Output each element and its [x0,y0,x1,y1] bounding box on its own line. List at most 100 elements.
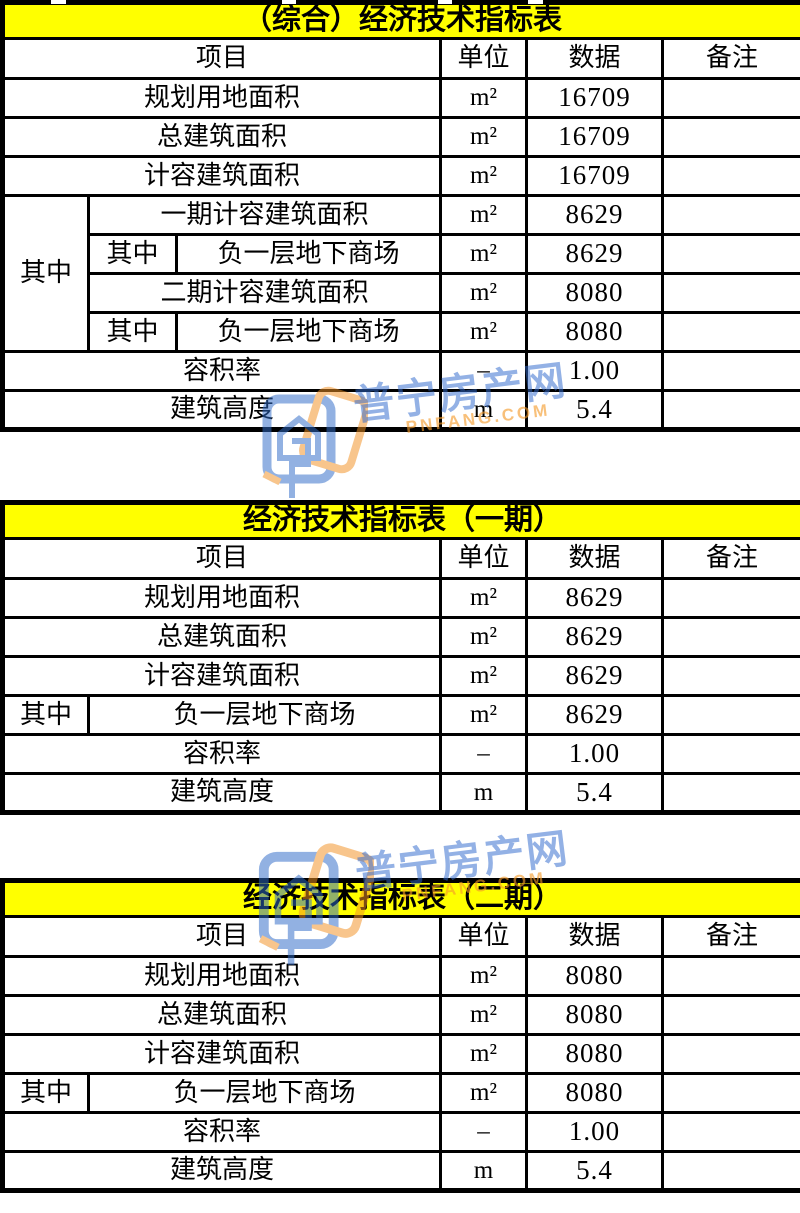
col-header-remark: 备注 [660,536,800,580]
item-cell: 计容建筑面积 [1,154,442,197]
data-cell: 8080 [525,954,664,997]
group-cell: 其中 [1,193,90,353]
table-title: 经济技术指标表（一期） [0,501,800,540]
item-cell: 负一层地下商场 [87,1071,442,1114]
subgroup-cell: 其中 [87,233,178,275]
item-cell: 总建筑面积 [1,615,442,658]
remark-cell [660,1071,800,1114]
remark-cell [660,388,800,431]
col-header-data: 数据 [525,914,664,958]
unit-cell: m² [439,615,528,658]
group-cell: 其中 [1,1071,90,1114]
table-row: 其中 负一层地下商场 m² 8629 [3,233,800,275]
item-cell: 总建筑面积 [1,993,442,1036]
item-cell: 规划用地面积 [1,954,442,997]
data-cell: 8629 [525,693,664,736]
table-row: 总建筑面积 m² 16709 [1,115,800,158]
item-cell: 建筑高度 [1,1149,442,1192]
data-cell: 1.00 [525,1110,664,1153]
col-header-item: 项目 [1,914,442,958]
unit-cell: m² [439,654,528,697]
remark-cell [660,576,800,619]
table-title: （综合）经济技术指标表 [0,1,800,40]
table-row: 其中 负一层地下商场 m² 8080 [3,311,800,353]
remark-cell [660,693,800,736]
col-header-unit: 单位 [439,914,528,958]
data-cell: 5.4 [525,388,664,431]
remark-cell [660,115,800,158]
top-border-notch [282,0,296,4]
col-header-remark: 备注 [660,914,800,958]
col-header-item: 项目 [1,536,442,580]
data-cell: 8080 [525,272,664,314]
table-row: 二期计容建筑面积 m² 8080 [3,272,800,314]
table-title: 经济技术指标表（二期） [0,879,800,918]
table-row: 总建筑面积 m² 8629 [1,615,800,658]
unit-cell: m² [439,576,528,619]
top-border-notch [438,0,452,4]
item-cell: 负一层地下商场 [87,693,442,736]
item-cell: 总建筑面积 [1,115,442,158]
data-cell: 16709 [525,115,664,158]
table-row: 其中 负一层地下商场 m² 8080 [1,1071,800,1114]
item-cell: 容积率 [1,349,442,392]
unit-cell: m² [439,154,528,197]
table-phase-2: 经济技术指标表（二期） 项目 单位 数据 备注 规划用地面积 m² 8080 总… [0,878,800,1193]
unit-cell: – [439,732,528,775]
remark-cell [660,349,800,392]
item-cell: 容积率 [1,1110,442,1153]
table-row: 建筑高度 m 5.4 [1,1149,800,1192]
unit-cell: m [439,1149,528,1192]
remark-cell [660,615,800,658]
top-border-notch [528,0,543,4]
remark-cell [660,732,800,775]
item-cell: 计容建筑面积 [1,654,442,697]
remark-cell [660,771,800,814]
col-header-data: 数据 [525,536,664,580]
item-cell: 负一层地下商场 [175,233,442,275]
col-header-item: 项目 [1,36,442,80]
data-cell: 8629 [525,615,664,658]
remark-cell [660,76,800,119]
item-cell: 负一层地下商场 [175,311,442,353]
col-header-remark: 备注 [660,36,800,80]
data-cell: 8629 [525,576,664,619]
unit-cell: m [439,771,528,814]
table-row: 建筑高度 m 5.4 [1,388,800,431]
remark-cell [660,272,800,314]
data-cell: 8080 [525,311,664,353]
table-row: 其中 一期计容建筑面积 m² 8629 [1,193,800,353]
data-cell: 1.00 [525,732,664,775]
data-cell: 8080 [525,1032,664,1075]
unit-cell: – [439,1110,528,1153]
table-row: 规划用地面积 m² 8629 [1,576,800,619]
unit-cell: m² [439,272,528,314]
remark-cell [660,1032,800,1075]
table-row: 经济技术指标表（一期） [0,501,800,540]
item-cell: 建筑高度 [1,771,442,814]
col-header-unit: 单位 [439,36,528,80]
item-cell: 二期计容建筑面积 [87,272,442,314]
remark-cell [660,233,800,275]
unit-cell: m² [439,76,528,119]
table-header-row: 项目 单位 数据 备注 [1,536,800,580]
item-cell: 一期计容建筑面积 [87,193,442,236]
top-border-notch [51,0,66,4]
table-row: 容积率 – 1.00 [1,349,800,392]
data-cell: 1.00 [525,349,664,392]
remark-cell [660,193,800,236]
unit-cell: m² [439,993,528,1036]
col-header-data: 数据 [525,36,664,80]
item-cell: 建筑高度 [1,388,442,431]
remark-cell [660,993,800,1036]
data-cell: 16709 [525,76,664,119]
table-row: （综合）经济技术指标表 [0,1,800,40]
item-cell: 容积率 [1,732,442,775]
table-row: 经济技术指标表（二期） [0,879,800,918]
table-row: 容积率 – 1.00 [1,1110,800,1153]
remark-cell [660,654,800,697]
data-cell: 16709 [525,154,664,197]
unit-cell: – [439,349,528,392]
table-overall: （综合）经济技术指标表 项目 单位 数据 备注 规划用地面积 m² 16709 … [0,0,800,432]
